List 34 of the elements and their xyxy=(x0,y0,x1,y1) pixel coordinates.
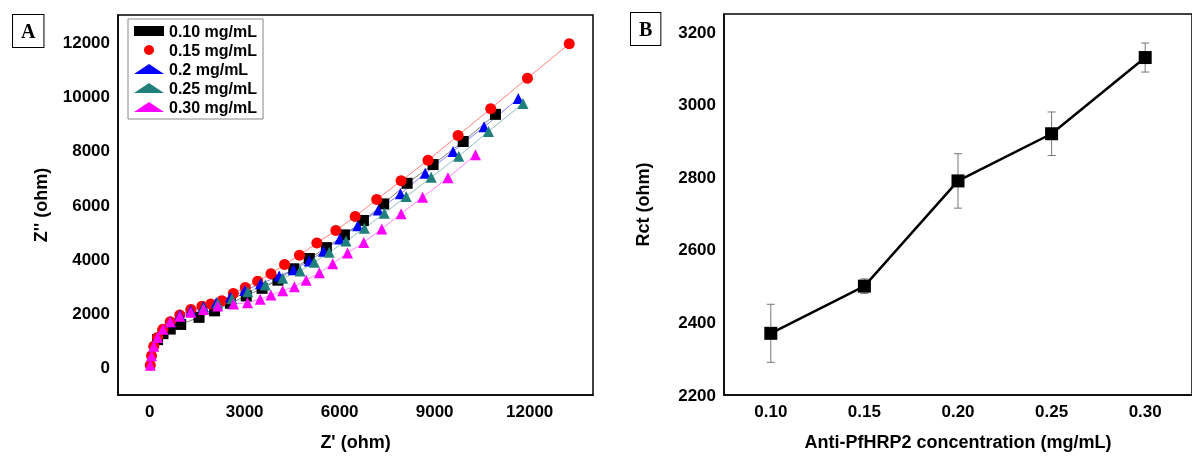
x-tick-label: 0.25 xyxy=(1035,402,1069,421)
y-tick-label: 4000 xyxy=(72,249,110,269)
y-tick-label: 12000 xyxy=(62,32,110,52)
text: A xyxy=(21,20,36,42)
legend-label: 0.10 mg/mL xyxy=(169,22,258,40)
x-tick-label: 6000 xyxy=(320,402,359,421)
y-tick-label: 0 xyxy=(100,358,110,378)
y-tick-label: 2000 xyxy=(72,304,110,324)
y-tick-label: 10000 xyxy=(62,86,110,106)
x-axis-title: Z' (ohm) xyxy=(320,432,391,452)
x-tick-label: 0.10 xyxy=(754,402,788,421)
x-axis-title: Anti-PfHRP2 concentration (mg/mL) xyxy=(804,432,1112,452)
y-tick-label: 6000 xyxy=(72,195,110,215)
x-tick-label: 0.15 xyxy=(847,402,881,421)
y-axis-title: Rct (ohm) xyxy=(633,162,653,247)
y-tick-label: 2600 xyxy=(678,240,716,260)
x-tick-label: 12000 xyxy=(506,402,554,421)
y-tick-label: 8000 xyxy=(72,141,110,161)
x-tick-label: 0.30 xyxy=(1128,402,1162,421)
legend-label: 0.15 mg/mL xyxy=(169,41,258,59)
text: B xyxy=(639,18,653,40)
y-tick-label: 2200 xyxy=(678,385,716,405)
x-tick-label: 3000 xyxy=(225,402,264,421)
x-tick-label: 0 xyxy=(144,402,155,421)
legend-label: 0.2 mg/mL xyxy=(169,60,249,78)
legend-label: 0.30 mg/mL xyxy=(169,98,258,116)
x-tick-label: 0.20 xyxy=(941,402,975,421)
y-tick-label: 3000 xyxy=(678,95,716,115)
y-tick-label: 2800 xyxy=(678,167,716,187)
y-tick-label: 3200 xyxy=(678,22,716,42)
x-tick-label: 9000 xyxy=(415,402,454,421)
y-axis-title: Z'' (ohm) xyxy=(31,167,51,243)
y-tick-label: 2400 xyxy=(678,312,716,332)
legend-label: 0.25 mg/mL xyxy=(169,79,258,97)
